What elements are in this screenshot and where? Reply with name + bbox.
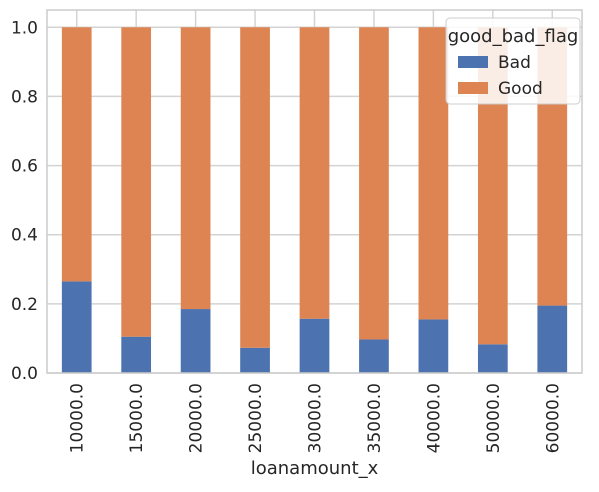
bar-good-40000.0 xyxy=(418,27,449,320)
x-tick-label: 60000.0 xyxy=(543,383,563,453)
x-tick-labels: 10000.0 15000.0 20000.0 25000.0 30000.0 35000… xyxy=(68,383,564,453)
axes-frame xyxy=(46,9,583,374)
y-tick-label: 0.6 xyxy=(11,157,38,177)
bar-good-20000.0 xyxy=(180,27,211,310)
x-tick-label: 30000.0 xyxy=(306,383,326,453)
bar-bad-30000.0 xyxy=(299,318,330,373)
x-tick-label: 10000.0 xyxy=(68,383,88,453)
bar-good-35000.0 xyxy=(359,27,389,340)
x-tick-label: 15000.0 xyxy=(127,383,147,453)
bar-good-15000.0 xyxy=(121,27,152,337)
bar-good-30000.0 xyxy=(299,27,330,319)
bar-bad-35000.0 xyxy=(359,339,389,373)
legend-title: good_bad_flag xyxy=(448,26,579,47)
legend-swatch-good xyxy=(458,82,488,94)
x-tick-label: 20000.0 xyxy=(187,383,207,453)
y-tick-label: 1.0 xyxy=(11,18,38,38)
x-tick-label: 40000.0 xyxy=(424,383,444,453)
y-tick-label: 0.8 xyxy=(11,87,38,107)
y-tick-label: 0.2 xyxy=(11,295,38,315)
legend-label-good: Good xyxy=(498,79,543,99)
bar-bad-50000.0 xyxy=(477,344,508,373)
bar-bad-25000.0 xyxy=(240,347,270,373)
legend: good_bad_flag Bad Good xyxy=(445,17,581,105)
bar-bad-10000.0 xyxy=(61,281,92,373)
y-tick-label: 0.0 xyxy=(11,364,38,384)
legend-label-bad: Bad xyxy=(498,53,531,73)
x-axis-title: loanamount_x xyxy=(251,458,379,479)
x-tick-label: 50000.0 xyxy=(484,383,504,453)
y-tick-label: 0.4 xyxy=(11,226,38,246)
x-tick-label: 35000.0 xyxy=(365,383,385,453)
bar-bad-15000.0 xyxy=(121,336,152,373)
bars xyxy=(61,27,568,373)
bar-bad-40000.0 xyxy=(418,319,449,373)
bar-bad-60000.0 xyxy=(537,305,568,373)
legend-swatch-bad xyxy=(458,56,488,68)
bar-good-25000.0 xyxy=(240,27,270,348)
bar-good-10000.0 xyxy=(61,27,92,282)
bar-bad-20000.0 xyxy=(180,309,211,373)
x-tick-label: 25000.0 xyxy=(246,383,266,453)
legend-items: Bad Good xyxy=(458,53,543,99)
y-tick-labels: 0.0 0.2 0.4 0.6 0.8 1.0 xyxy=(11,18,38,384)
